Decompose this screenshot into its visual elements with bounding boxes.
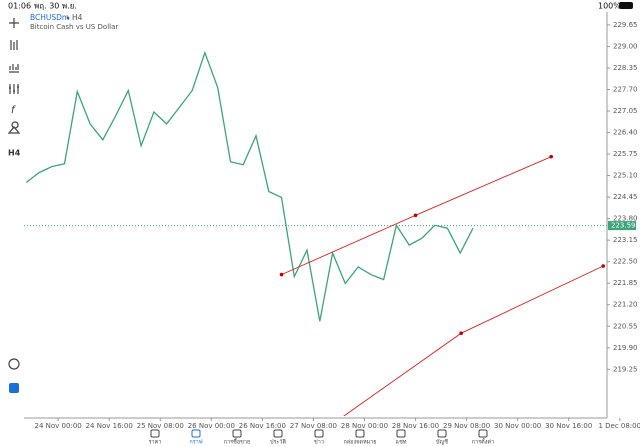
symbol[interactable]: BCHUSDm [30, 13, 69, 22]
status-date: พฤ. 30 พ.ย. [34, 2, 77, 11]
x-tick-label: 29 Nov 08:00 [443, 422, 490, 430]
tab-icon[interactable] [273, 429, 283, 438]
y-tick-label: 219.25 [613, 365, 638, 373]
x-tick-label: 24 Nov 16:00 [86, 422, 133, 430]
y-tick-label: 219.90 [613, 344, 638, 352]
y-tick-label: 223.15 [613, 236, 638, 244]
tab-label[interactable]: กราฟ [189, 439, 202, 446]
crosshair-tool[interactable] [9, 18, 19, 28]
plot-area [24, 50, 607, 421]
x-tick-label: 27 Nov 08:00 [290, 422, 337, 430]
current-price-label: 223.59 [611, 222, 636, 230]
tab-label[interactable]: ราคา [149, 440, 162, 446]
tab-label[interactable]: แชท [396, 439, 407, 446]
y-tick-label: 224.45 [613, 193, 638, 201]
x-tick-label: 26 Nov 00:00 [188, 422, 235, 430]
app-icon[interactable] [9, 383, 19, 393]
y-tick-label: 229.65 [613, 21, 638, 29]
trendline-anchor[interactable] [459, 331, 463, 336]
indicators-tool[interactable] [9, 64, 19, 73]
y-tick-label: 221.20 [613, 301, 638, 309]
x-tick-label: 24 Nov 00:00 [35, 422, 82, 430]
trendline-anchor[interactable] [279, 272, 284, 277]
x-tick-label: 28 Nov 00:00 [341, 422, 388, 430]
settings-tool[interactable] [9, 84, 19, 94]
x-tick-label: 28 Nov 16:00 [392, 422, 439, 430]
status-battery: 100% [598, 2, 621, 11]
tab-label[interactable]: ประวัติ [270, 439, 286, 446]
chart-type-tool[interactable] [10, 40, 18, 50]
tab-icon[interactable] [478, 429, 488, 438]
tab-icon[interactable] [355, 429, 365, 438]
tab-bar: ราคา กราฟ การซื้อขาย ประวัติ ข่าว กล่องจดหมาย… [149, 429, 494, 446]
y-tick-label: 225.75 [613, 150, 638, 158]
objects-tool[interactable] [7, 121, 21, 134]
y-tick-label: 227.70 [613, 85, 638, 93]
y-tick-label: 227.05 [613, 107, 638, 115]
y-tick-label: 220.55 [613, 322, 638, 330]
trendline[interactable] [340, 265, 604, 419]
status-time: 01:06 [8, 2, 31, 11]
y-tick-label: 221.85 [613, 279, 638, 287]
x-tick-label: 30 Nov 16:00 [545, 422, 592, 430]
trendline-anchor[interactable] [549, 154, 553, 159]
y-tick-label: 228.35 [613, 64, 638, 72]
tab-icon[interactable] [232, 429, 242, 438]
symbol-description: Bitcoin Cash vs US Dollar [30, 23, 118, 31]
tab-label[interactable]: บัญชี [436, 439, 448, 446]
tab-icon[interactable] [437, 429, 447, 438]
tab-icon[interactable] [314, 429, 324, 438]
current-price-box [608, 221, 636, 231]
tab-label[interactable]: การตั้งค่า [472, 438, 494, 446]
trendline-anchor[interactable] [338, 417, 342, 421]
y-tick-label: 222.50 [613, 258, 638, 266]
trendline-anchor[interactable] [601, 264, 605, 268]
y-tick-label: 225.10 [613, 172, 638, 180]
x-tick-label: 25 Nov 08:00 [137, 422, 184, 430]
trendline-anchor[interactable] [413, 213, 418, 218]
y-tick-label: 229.00 [613, 42, 638, 50]
price-line [25, 50, 474, 322]
search-tool[interactable] [8, 358, 20, 370]
battery-icon [619, 2, 633, 9]
tab-label[interactable]: กล่องจดหมาย [343, 440, 376, 446]
x-tick-label: 26 Nov 16:00 [239, 422, 286, 430]
y-tick-label: 223.80 [613, 215, 638, 223]
separator-dot [66, 16, 70, 20]
timeframe-tool[interactable]: H4 [8, 149, 21, 158]
x-tick-label: 1 Dec 08:00 [598, 422, 640, 430]
left-toolbar: f H4 [7, 18, 21, 393]
x-tick-label: 30 Nov 00:00 [494, 422, 541, 430]
tab-label[interactable]: ข่าว [314, 440, 324, 446]
function-tool[interactable]: f [11, 105, 16, 116]
tab-icon[interactable] [396, 429, 406, 438]
tab-icon[interactable] [150, 429, 160, 438]
timeframe: H4 [72, 13, 83, 22]
y-tick-label: 226.40 [613, 129, 638, 137]
tab-label[interactable]: การซื้อขาย [224, 438, 250, 446]
tab-icon[interactable] [191, 429, 201, 438]
